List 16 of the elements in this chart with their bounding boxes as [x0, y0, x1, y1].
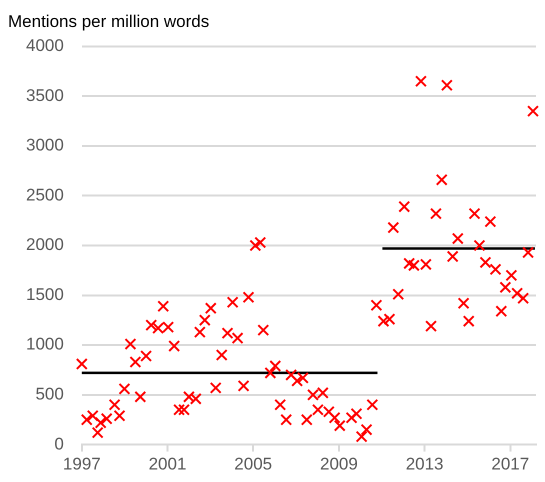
- y-tick-label: 1000: [26, 334, 64, 354]
- x-tick-label: 2013: [406, 454, 444, 474]
- x-tick-label: 2005: [234, 454, 272, 474]
- y-tick-label: 0: [54, 434, 64, 454]
- x-tick-label: 2017: [491, 454, 530, 474]
- y-tick-label: 4000: [26, 36, 64, 56]
- y-tick-label: 3500: [26, 86, 64, 105]
- y-tick-label: 500: [35, 384, 64, 404]
- y-tick-label: 2500: [26, 185, 64, 204]
- x-tick-label: 1997: [62, 454, 101, 474]
- y-tick-label: 3000: [26, 136, 64, 155]
- y-tick-label: 1500: [26, 284, 64, 304]
- x-tick-label: 2009: [320, 454, 358, 474]
- chart-title: Mentions per million words: [8, 12, 210, 31]
- x-tick-label: 2001: [148, 454, 186, 474]
- y-tick-label: 2000: [26, 235, 64, 254]
